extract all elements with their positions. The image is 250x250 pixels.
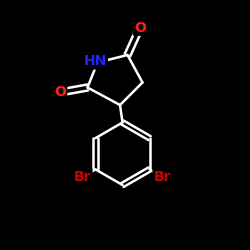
Text: O: O [134, 20, 146, 34]
Text: Br: Br [154, 170, 171, 184]
Text: O: O [54, 86, 66, 100]
Text: HN: HN [84, 54, 106, 68]
Text: Br: Br [74, 170, 91, 184]
